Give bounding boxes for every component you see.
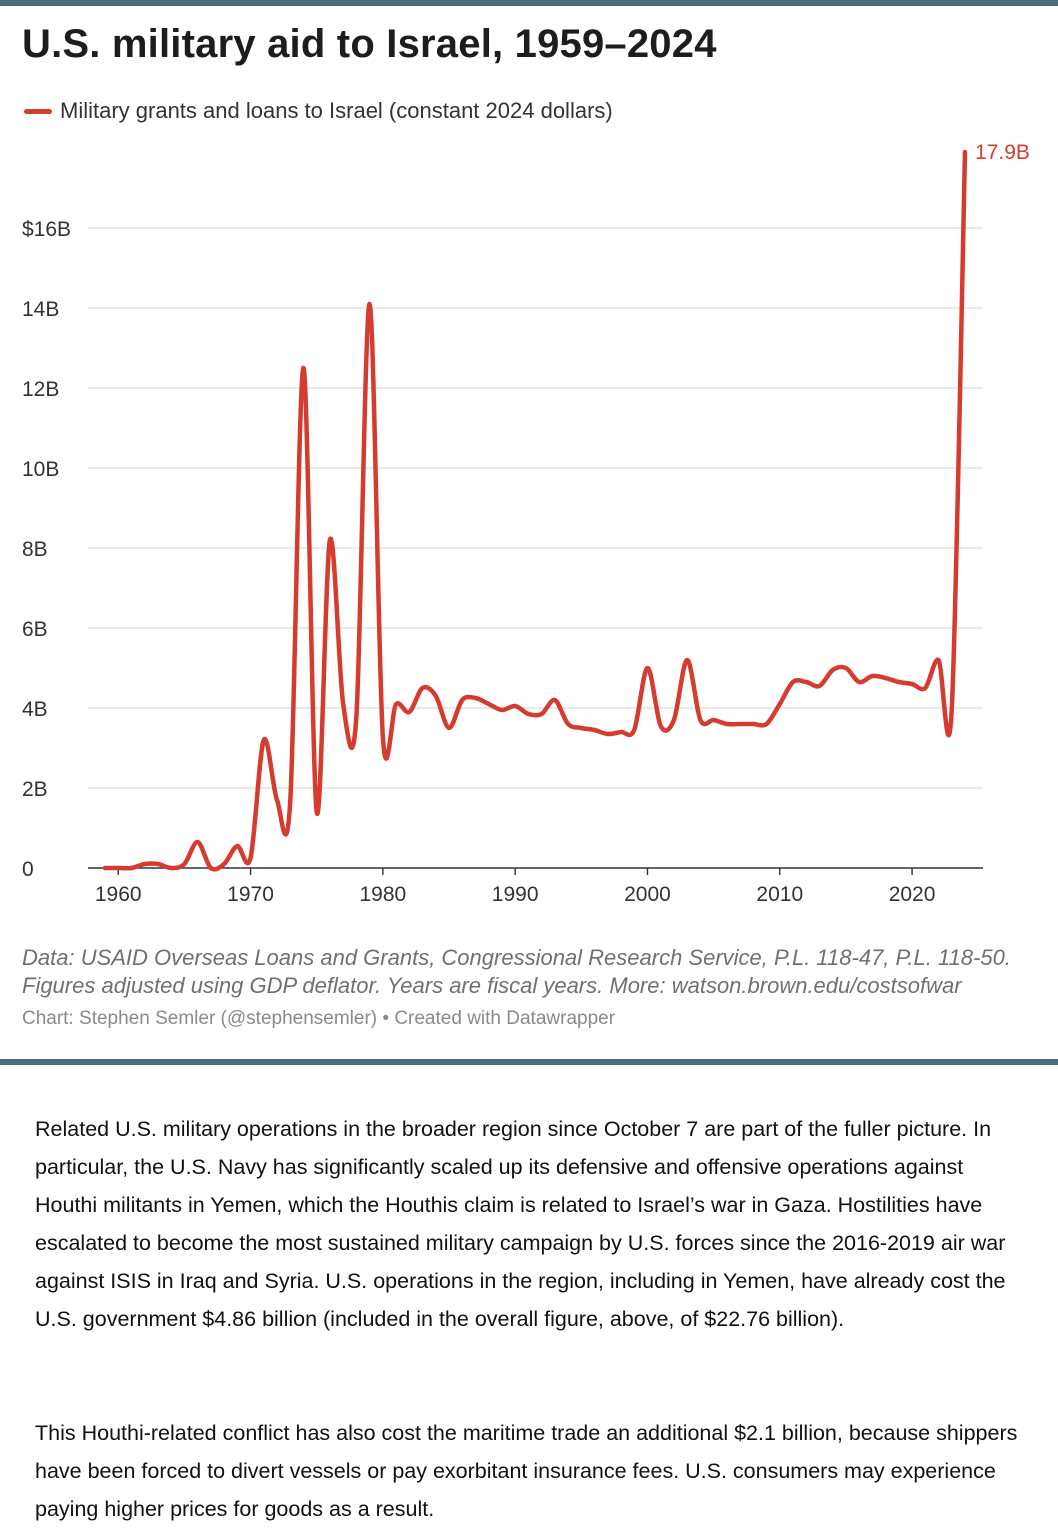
y-tick-label: 12B: [22, 378, 59, 401]
source-note-line-1: Data: USAID Overseas Loans and Grants, C…: [22, 945, 1011, 970]
gridlines: [88, 227, 983, 869]
y-tick-label: 10B: [22, 458, 59, 481]
x-axis-ticks: 1960 1970 1980 1990 2000 2010 2020: [95, 868, 936, 906]
x-tick-label: 2000: [624, 883, 671, 906]
series-layer: [102, 149, 968, 872]
article-paragraph-2: This Houthi-related conflict has also co…: [35, 1421, 1018, 1521]
x-tick-label: 2020: [889, 883, 936, 906]
line-chart: 0 2B 4B 6B 8B 10B 12B 14B $16B 1960 1970 1980 1990 2…: [22, 141, 1030, 906]
legend-label: Military grants and loans to Israel (con…: [60, 98, 613, 123]
peak-value-label: 17.9B: [975, 141, 1030, 164]
article-paragraph-1: Related U.S. military operations in the …: [35, 1117, 1006, 1331]
top-divider: [0, 0, 1058, 6]
y-tick-label: $16B: [22, 218, 71, 241]
x-tick-label: 1990: [492, 883, 539, 906]
annotations: 17.9B: [975, 141, 1030, 164]
y-tick-label: 0: [22, 858, 34, 881]
source-note-line-2: Figures adjusted using GDP deflator. Yea…: [22, 973, 962, 998]
legend-line-swatch: [24, 108, 52, 114]
y-tick-label: 6B: [22, 618, 48, 641]
chart-notes: Data: USAID Overseas Loans and Grants, C…: [22, 944, 1042, 1030]
x-tick-label: 2010: [756, 883, 803, 906]
x-tick-label: 1980: [359, 883, 406, 906]
bottom-divider: [0, 1059, 1058, 1065]
y-tick-label: 4B: [22, 698, 48, 721]
y-tick-label: 14B: [22, 298, 59, 321]
y-tick-label: 8B: [22, 538, 48, 561]
series-line-0: [102, 149, 968, 872]
chart-credit: Chart: Stephen Semler (@stephensemler) •…: [22, 1008, 616, 1029]
chart-legend: Military grants and loans to Israel (con…: [24, 98, 613, 124]
article-body: [0, 1065, 1058, 1536]
x-tick-label: 1970: [227, 883, 274, 906]
y-axis-ticks: 0 2B 4B 6B 8B 10B 12B 14B $16B: [22, 218, 71, 881]
chart-title: U.S. military aid to Israel, 1959–2024: [22, 22, 717, 66]
chart-card: [0, 6, 1058, 1060]
y-tick-label: 2B: [22, 778, 48, 801]
x-tick-label: 1960: [95, 883, 142, 906]
